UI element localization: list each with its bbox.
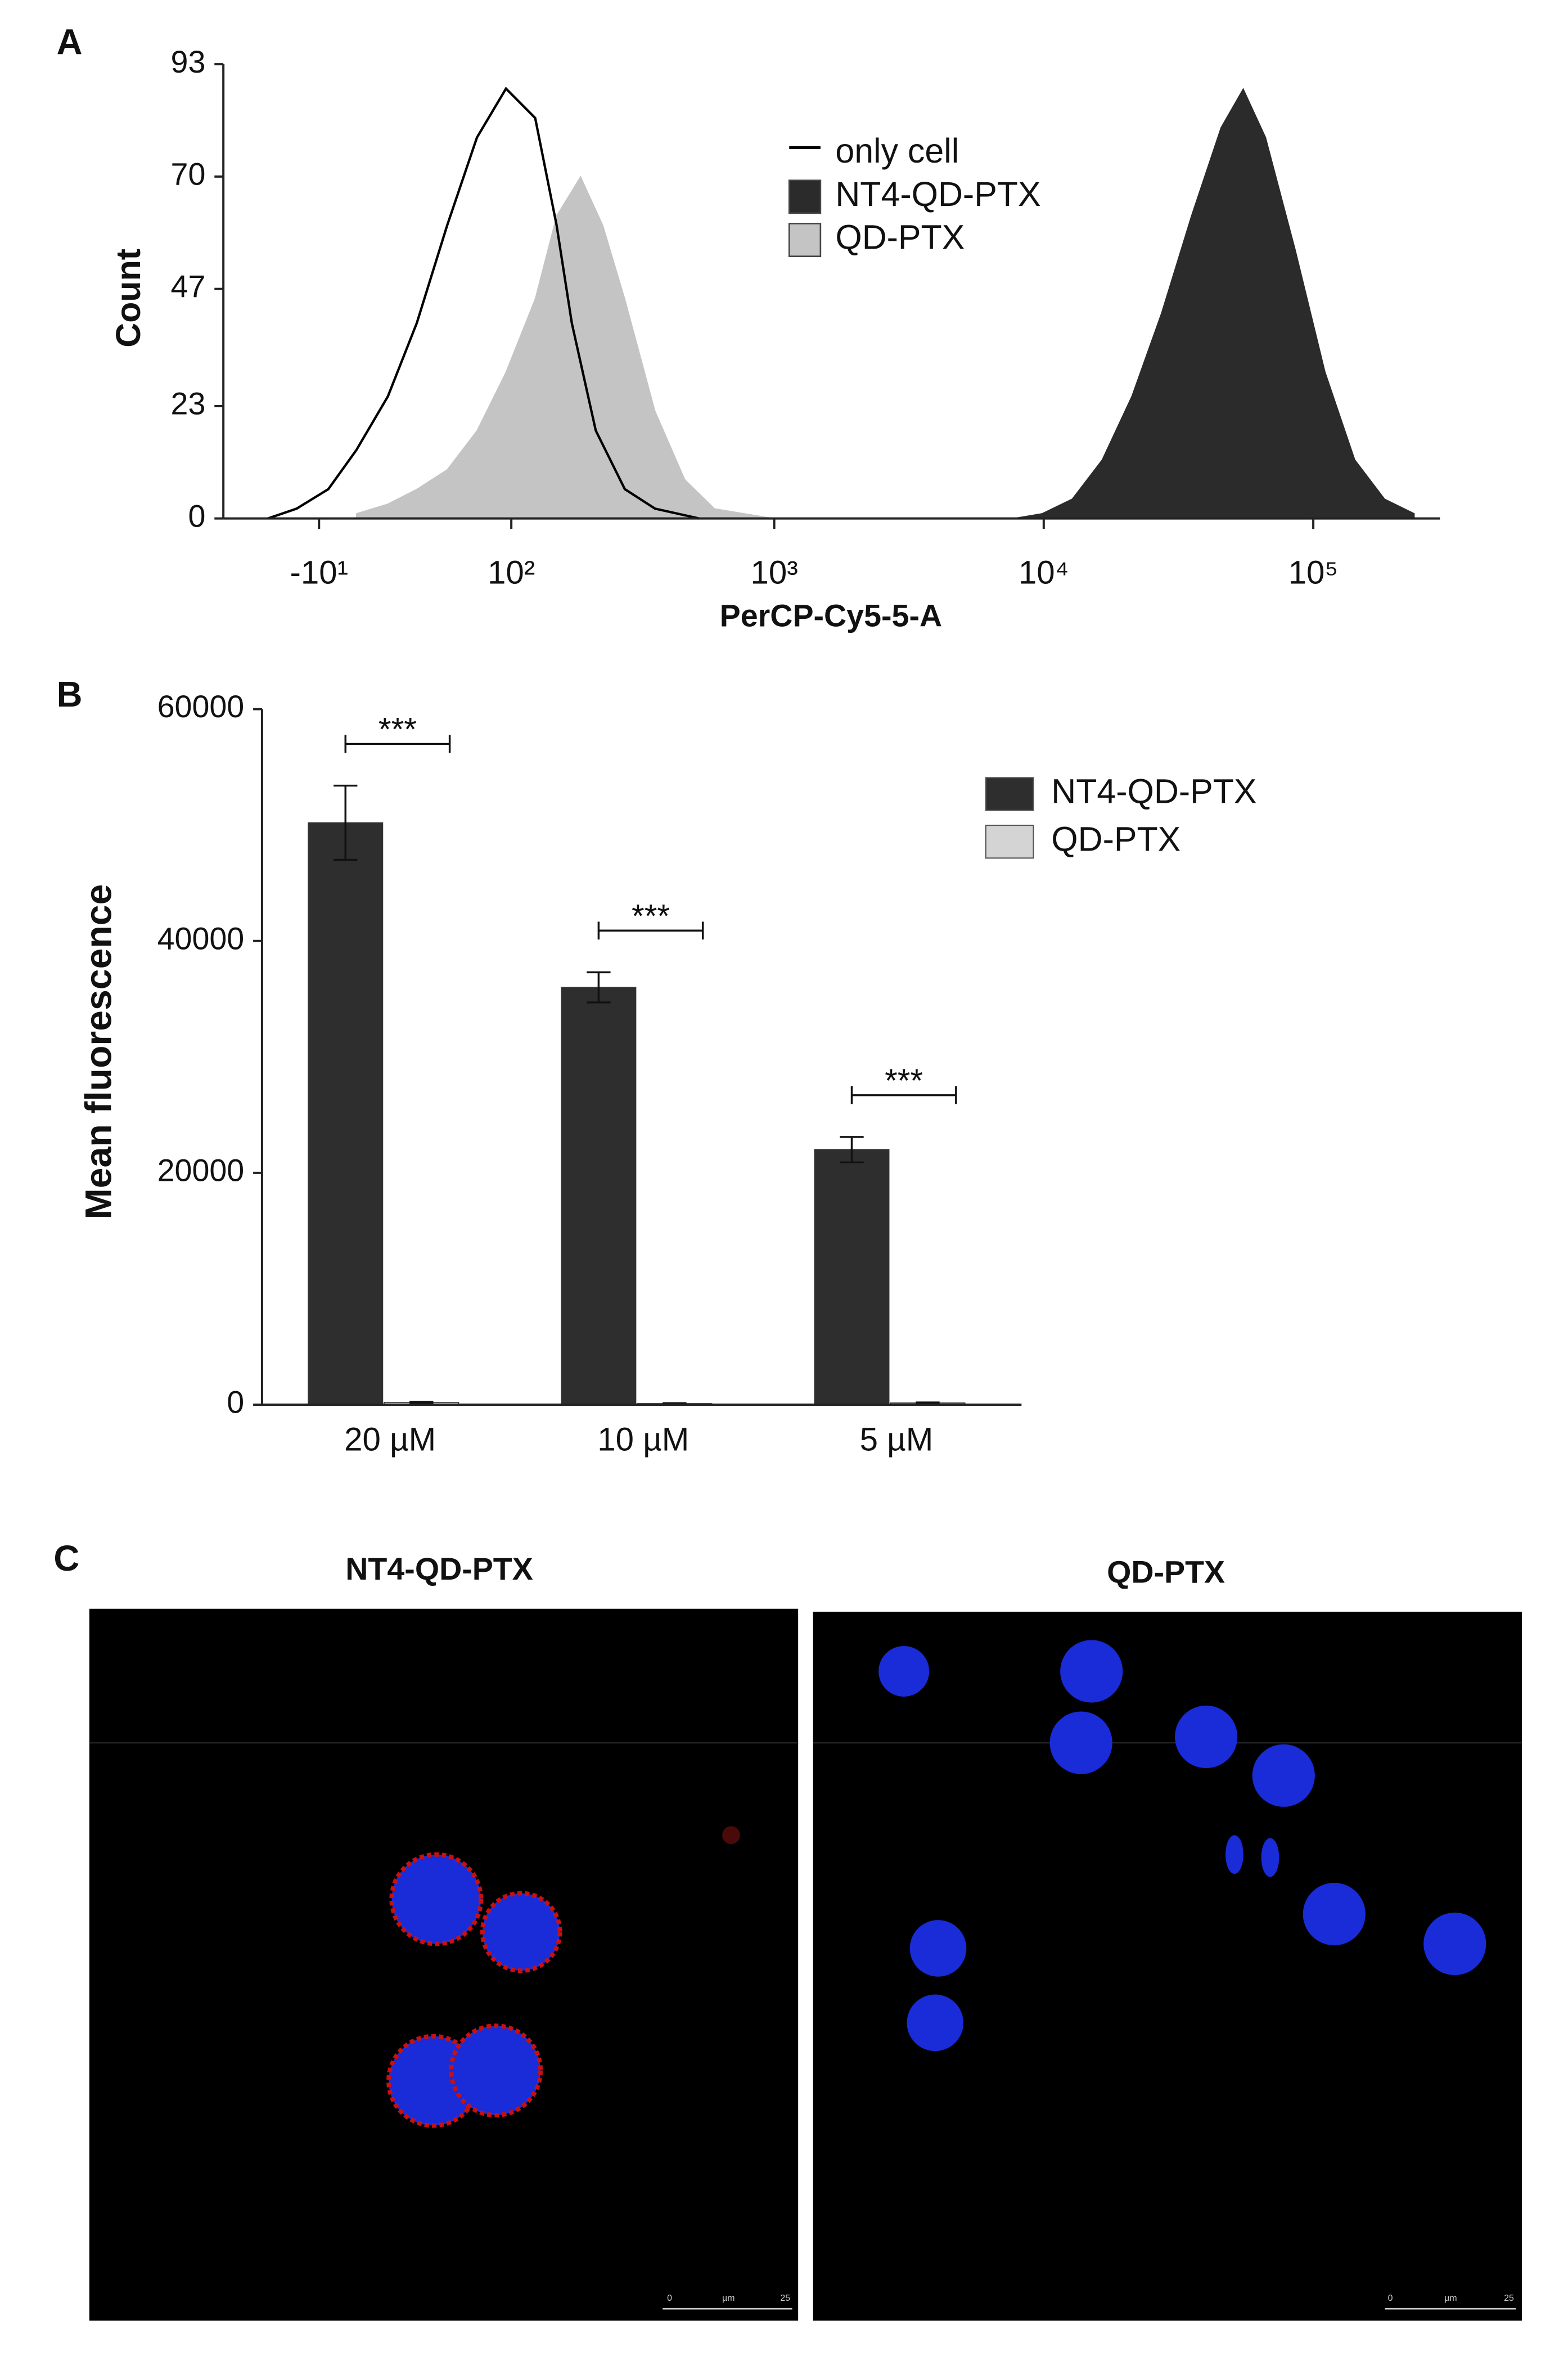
x-tick-label: 10 µM [597,1422,689,1458]
error-bar [409,1401,434,1404]
bar [814,1149,890,1405]
x-tick-label: 5 µM [860,1422,934,1458]
scale-label: 25 [780,2293,790,2303]
y-axis-label: Mean fluorescence [78,884,120,1220]
error-bar [916,1401,940,1405]
micrograph: 0 µm 25 [89,1608,799,2321]
legend-swatch [985,825,1034,859]
y-tick-label: 0 [188,498,205,533]
significance: *** [632,898,670,934]
bar [561,987,637,1405]
x-tick-label: 10² [488,555,535,591]
legend-label: QD-PTX [835,218,965,257]
legend-swatch [788,223,822,257]
scale-label: 0 [667,2293,672,2303]
legend-label: QD-PTX [1051,820,1180,858]
x-tick-label: 20 µM [344,1422,436,1458]
x-tick-label: 10⁴ [1019,555,1069,591]
legend-label: NT4-QD-PTX [1051,772,1256,811]
significance: *** [379,712,417,748]
y-axis-label: Count [109,249,147,348]
significance-bracket [344,735,451,753]
significance: *** [885,1063,923,1099]
y-tick-label: 70 [171,157,206,192]
micrograph: 0 µm 25 [813,1612,1522,2321]
x-tick-label: -10¹ [290,555,348,591]
y-tick-label: 0 [227,1385,244,1420]
significance-bracket [850,1086,957,1104]
error-bar [334,784,358,861]
x-tick-label: 10³ [751,555,798,591]
y-tick-label: 20000 [157,1153,245,1188]
error-bar [587,971,611,1004]
legend-swatch [985,777,1034,811]
y-tick-label: 40000 [157,921,245,956]
significance-bracket [597,921,704,940]
scale-label: µm [722,2293,735,2303]
legend-swatch [788,179,822,214]
scale-label: µm [1444,2293,1457,2303]
image-title: QD-PTX [1107,1555,1225,1590]
y-tick-label: 23 [171,386,206,421]
panel-label: C [53,1539,79,1578]
histogram-area [1012,88,1415,519]
histogram-line [267,87,700,520]
bar [308,822,384,1405]
panel-label: B [57,674,83,714]
image-title: NT4-QD-PTX [345,1551,533,1586]
x-tick-label: 10⁵ [1288,555,1339,591]
x-axis-label: PerCP-Cy5-5-A [720,599,942,633]
legend-label: NT4-QD-PTX [835,175,1040,213]
scale-label: 0 [1388,2293,1393,2303]
scale-label: 25 [1504,2293,1514,2303]
error-bar [840,1136,864,1164]
histogram-area [355,176,774,519]
panel-label: A [57,22,83,62]
legend-label: only cell [835,132,959,170]
y-tick-label: 47 [171,269,206,304]
y-tick-label: 93 [171,44,206,79]
y-tick-label: 60000 [157,689,245,724]
